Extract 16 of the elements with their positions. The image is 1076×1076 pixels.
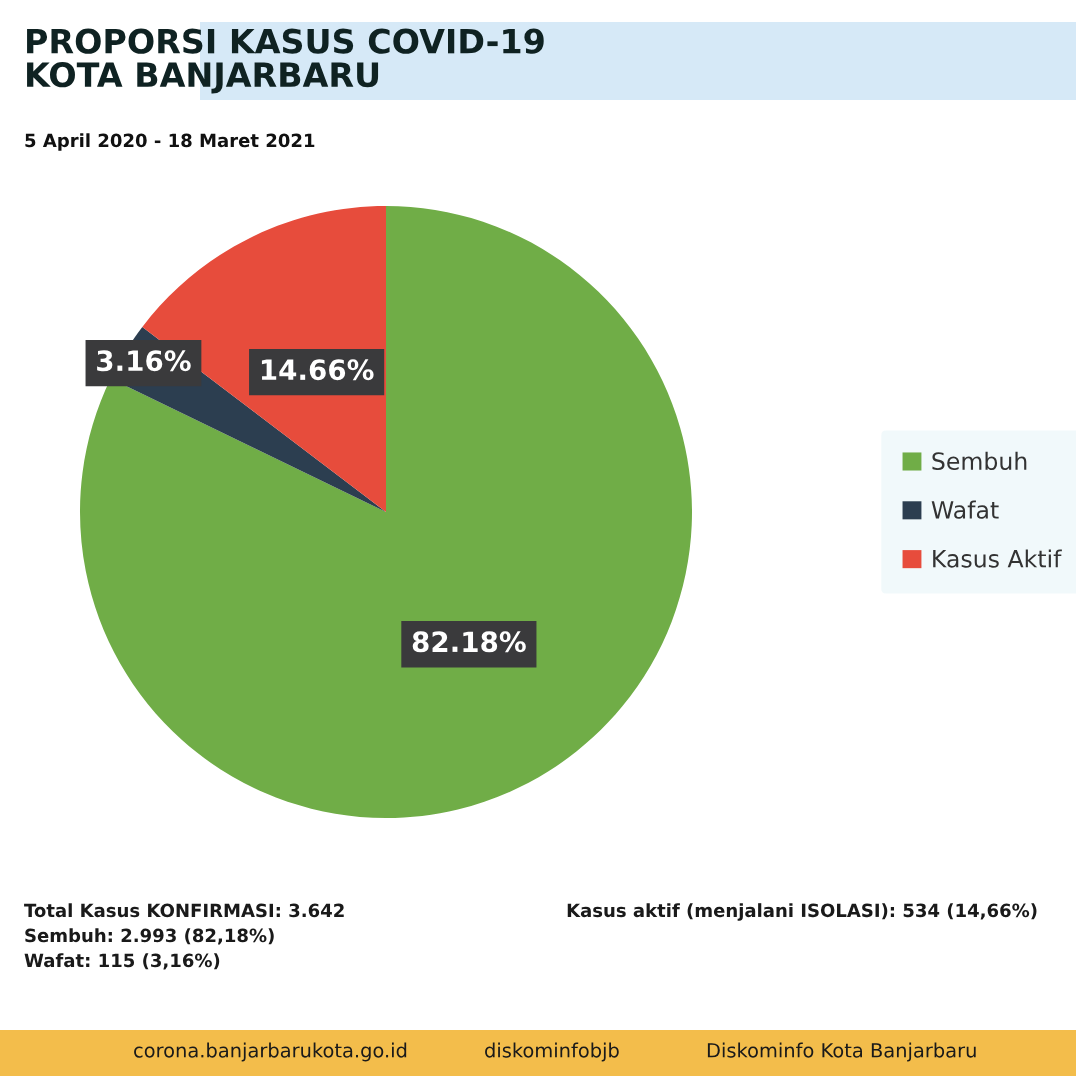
text: Wafat: 115 (3,16%) — [24, 953, 220, 970]
data-label: 3.16% — [97, 350, 191, 372]
text: corona.banjarbarukota.go.id — [134, 1042, 407, 1062]
legend-label: Kasus Aktif — [933, 549, 1062, 568]
text: Total Kasus KONFIRMASI: 3.642 — [24, 903, 344, 918]
legend-label: Wafat — [931, 500, 999, 519]
text: Kasus aktif (menjalani ISOLASI): 534 (14,66%) — [567, 903, 1037, 921]
chart-title: PROPORSI KASUS COVID-19 KOTA BANJARBARU — [27, 28, 544, 94]
text: Diskominfo Kota Banjarbaru — [707, 1042, 976, 1062]
chart-subtitle: 5 April 2020 - 18 Maret 2021 — [25, 133, 315, 151]
data-label: 82.18% — [412, 631, 526, 653]
text: diskominfobjb — [485, 1042, 619, 1062]
data-label: 14.66% — [261, 359, 374, 381]
text: Sembuh: 2.993 (82,18%) — [25, 928, 274, 945]
legend-label: Sembuh — [932, 451, 1027, 471]
pie-slice — [80, 206, 692, 818]
